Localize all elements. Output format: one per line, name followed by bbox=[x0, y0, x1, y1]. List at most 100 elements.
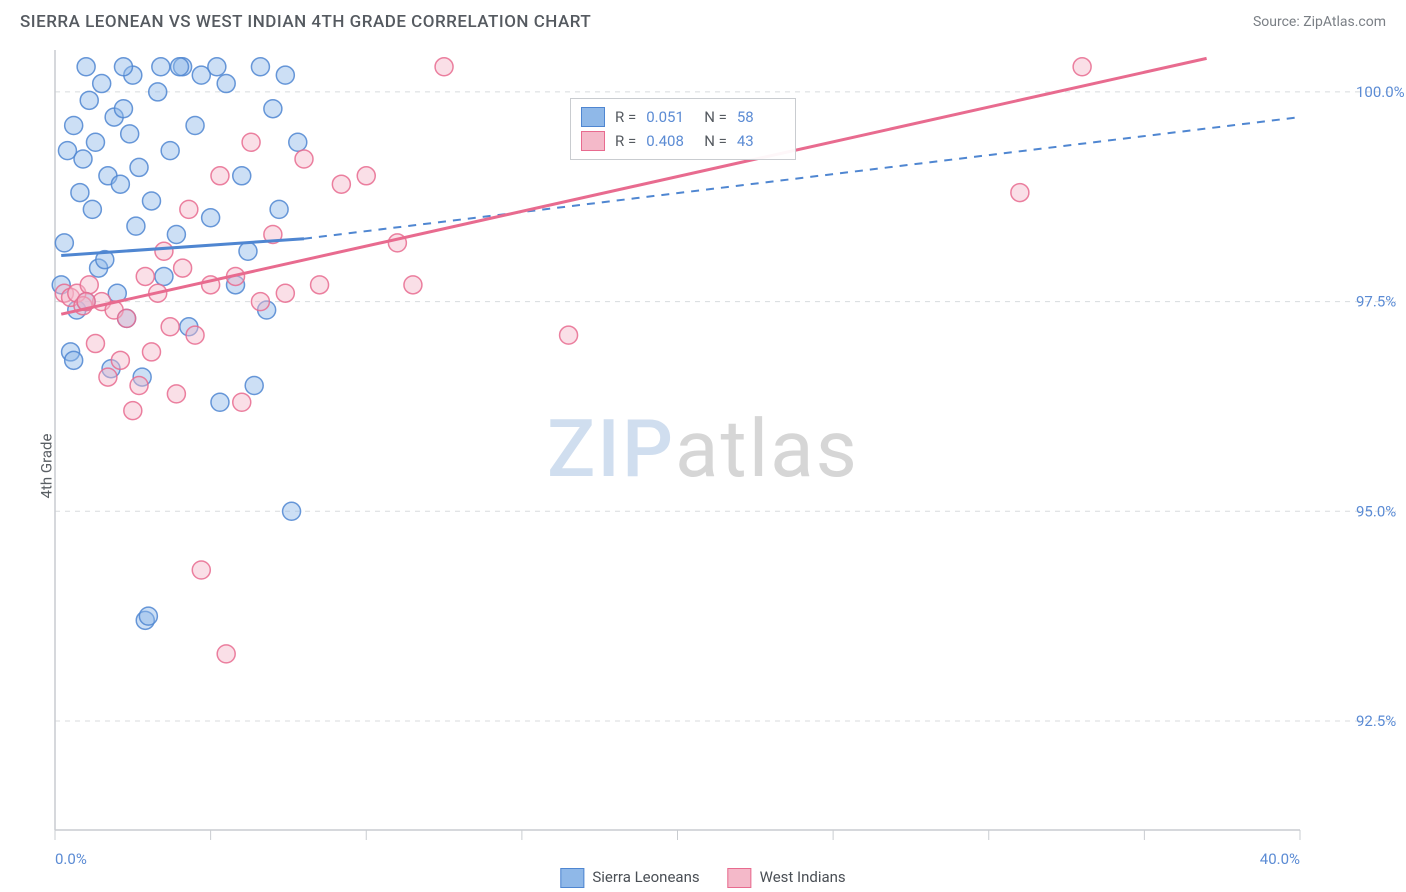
scatter-point bbox=[167, 226, 185, 244]
scatter-point bbox=[161, 318, 179, 336]
chart-source: Source: ZipAtlas.com bbox=[1253, 14, 1386, 30]
scatter-point bbox=[186, 326, 204, 344]
scatter-point bbox=[208, 58, 226, 76]
legend-N-label: N = bbox=[704, 132, 727, 150]
legend-swatch bbox=[560, 868, 584, 888]
scatter-point bbox=[560, 326, 578, 344]
legend-label: Sierra Leoneans bbox=[592, 868, 699, 886]
scatter-point bbox=[155, 242, 173, 260]
scatter-point bbox=[55, 234, 73, 252]
scatter-point bbox=[111, 175, 129, 193]
scatter-point bbox=[139, 607, 157, 625]
legend-R-label: R = bbox=[615, 108, 636, 126]
scatter-point bbox=[332, 175, 350, 193]
scatter-point bbox=[180, 200, 198, 218]
scatter-point bbox=[270, 200, 288, 218]
scatter-point bbox=[289, 133, 307, 151]
scatter-point bbox=[142, 192, 160, 210]
scatter-point bbox=[130, 376, 148, 394]
scatter-point bbox=[121, 125, 139, 143]
legend-N-value: 43 bbox=[737, 132, 785, 150]
scatter-point bbox=[74, 150, 92, 168]
y-tick-label: 95.0% bbox=[1356, 502, 1396, 520]
chart-title: SIERRA LEONEAN VS WEST INDIAN 4TH GRADE … bbox=[20, 12, 591, 32]
scatter-point bbox=[99, 368, 117, 386]
scatter-point bbox=[171, 58, 189, 76]
scatter-point bbox=[233, 393, 251, 411]
scatter-point bbox=[127, 217, 145, 235]
scatter-point bbox=[77, 58, 95, 76]
scatter-point bbox=[152, 58, 170, 76]
legend-swatch bbox=[581, 107, 605, 127]
chart-area: 4th Grade 92.5% 95.0% 97.5% 100.0% 0.0% 40.0%… bbox=[0, 40, 1406, 892]
scatter-point bbox=[217, 75, 235, 93]
legend-item: Sierra Leoneans bbox=[560, 868, 699, 888]
scatter-point bbox=[311, 276, 329, 294]
scatter-point bbox=[149, 83, 167, 101]
correlation-legend: R = 0.051 N = 58 R = 0.408 N = 43 bbox=[570, 98, 796, 160]
legend-R-value: 0.051 bbox=[646, 108, 694, 126]
scatter-point bbox=[186, 116, 204, 134]
legend-item: West Indians bbox=[728, 868, 846, 888]
scatter-point bbox=[93, 75, 111, 93]
scatter-point bbox=[174, 259, 192, 277]
legend-label: West Indians bbox=[760, 868, 846, 886]
scatter-point bbox=[295, 150, 313, 168]
scatter-point bbox=[83, 200, 101, 218]
x-tick-label: 0.0% bbox=[55, 850, 87, 868]
scatter-point bbox=[1011, 184, 1029, 202]
y-tick-label: 92.5% bbox=[1356, 712, 1396, 730]
scatter-point bbox=[276, 66, 294, 84]
scatter-point bbox=[239, 242, 257, 260]
y-tick-label: 97.5% bbox=[1356, 293, 1396, 311]
series-legend: Sierra Leoneans West Indians bbox=[560, 868, 845, 888]
chart-header: SIERRA LEONEAN VS WEST INDIAN 4TH GRADE … bbox=[0, 0, 1406, 40]
scatter-point bbox=[251, 293, 269, 311]
scatter-point bbox=[86, 133, 104, 151]
legend-swatch bbox=[728, 868, 752, 888]
scatter-point bbox=[124, 402, 142, 420]
scatter-point bbox=[211, 167, 229, 185]
legend-R-label: R = bbox=[615, 132, 636, 150]
scatter-point bbox=[202, 209, 220, 227]
scatter-point bbox=[65, 116, 83, 134]
scatter-point bbox=[161, 142, 179, 160]
scatter-point bbox=[1073, 58, 1091, 76]
x-tick-label: 40.0% bbox=[1260, 850, 1300, 868]
legend-N-value: 58 bbox=[737, 108, 785, 126]
scatter-point bbox=[114, 58, 132, 76]
scatter-point bbox=[111, 351, 129, 369]
y-axis-label: 4th Grade bbox=[37, 434, 55, 499]
scatter-point bbox=[167, 385, 185, 403]
scatter-point bbox=[217, 645, 235, 663]
scatter-point bbox=[211, 393, 229, 411]
legend-row: R =0.051N =58 bbox=[581, 105, 785, 129]
scatter-point bbox=[118, 309, 136, 327]
scatter-point bbox=[357, 167, 375, 185]
scatter-point bbox=[142, 343, 160, 361]
scatter-point bbox=[276, 284, 294, 302]
scatter-point bbox=[283, 502, 301, 520]
scatter-point bbox=[65, 351, 83, 369]
scatter-point bbox=[233, 167, 251, 185]
scatter-point bbox=[251, 58, 269, 76]
y-tick-label: 100.0% bbox=[1356, 83, 1405, 101]
trend-line bbox=[61, 58, 1206, 314]
legend-swatch bbox=[581, 131, 605, 151]
scatter-point bbox=[114, 100, 132, 118]
scatter-plot-svg: 92.5% 95.0% 97.5% 100.0% 0.0% 40.0% bbox=[0, 40, 1406, 892]
scatter-point bbox=[71, 184, 89, 202]
scatter-point bbox=[435, 58, 453, 76]
scatter-point bbox=[80, 276, 98, 294]
scatter-point bbox=[86, 335, 104, 353]
legend-row: R = 0.408 N = 43 bbox=[581, 129, 785, 153]
scatter-point bbox=[245, 376, 263, 394]
scatter-point bbox=[136, 267, 154, 285]
legend-R-value: 0.408 bbox=[646, 132, 694, 150]
scatter-point bbox=[264, 100, 282, 118]
scatter-point bbox=[155, 267, 173, 285]
scatter-point bbox=[404, 276, 422, 294]
scatter-point bbox=[242, 133, 260, 151]
scatter-point bbox=[192, 561, 210, 579]
scatter-point bbox=[80, 91, 98, 109]
